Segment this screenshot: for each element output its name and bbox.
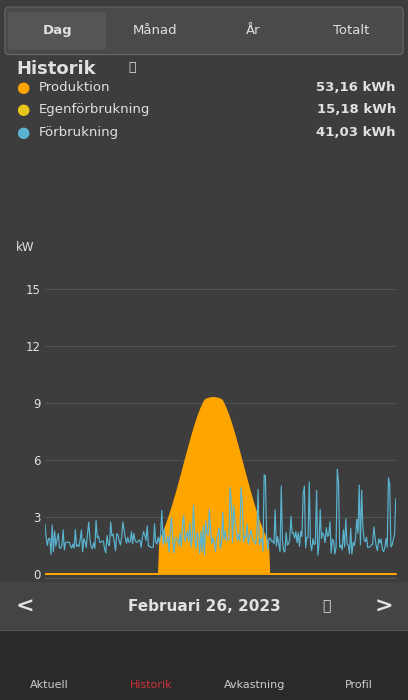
Text: Månad: Månad — [133, 25, 177, 37]
Bar — [146, 639, 151, 659]
Text: 📅: 📅 — [322, 599, 330, 613]
Text: ●: ● — [16, 102, 29, 118]
Text: Februari 26, 2023: Februari 26, 2023 — [128, 598, 280, 614]
Text: ⓘ: ⓘ — [129, 61, 136, 74]
Text: 15,18 kWh: 15,18 kWh — [317, 104, 396, 116]
Bar — [137, 649, 142, 659]
Text: Egenförbrukning: Egenförbrukning — [39, 104, 150, 116]
Text: kW: kW — [16, 241, 35, 254]
Text: Historik: Historik — [16, 60, 96, 78]
Bar — [241, 638, 273, 656]
Text: År: År — [246, 25, 260, 37]
Circle shape — [257, 648, 268, 654]
Text: ●: ● — [16, 80, 29, 95]
Text: Totalt: Totalt — [333, 25, 369, 37]
Text: Aktuell: Aktuell — [30, 680, 68, 689]
Text: Dag: Dag — [42, 25, 72, 37]
Text: Historik: Historik — [130, 680, 172, 689]
Text: 41,03 kWh: 41,03 kWh — [316, 126, 396, 139]
Text: Produktion: Produktion — [39, 81, 110, 94]
Bar — [164, 642, 170, 659]
Text: 53,16 kWh: 53,16 kWh — [316, 81, 396, 94]
Text: Profil: Profil — [345, 680, 373, 689]
Bar — [155, 645, 160, 659]
Text: Förbrukning: Förbrukning — [39, 126, 119, 139]
Text: <: < — [15, 596, 34, 616]
Text: >: > — [374, 596, 393, 616]
Text: ●: ● — [16, 125, 29, 140]
Text: Avkastning: Avkastning — [224, 680, 286, 689]
